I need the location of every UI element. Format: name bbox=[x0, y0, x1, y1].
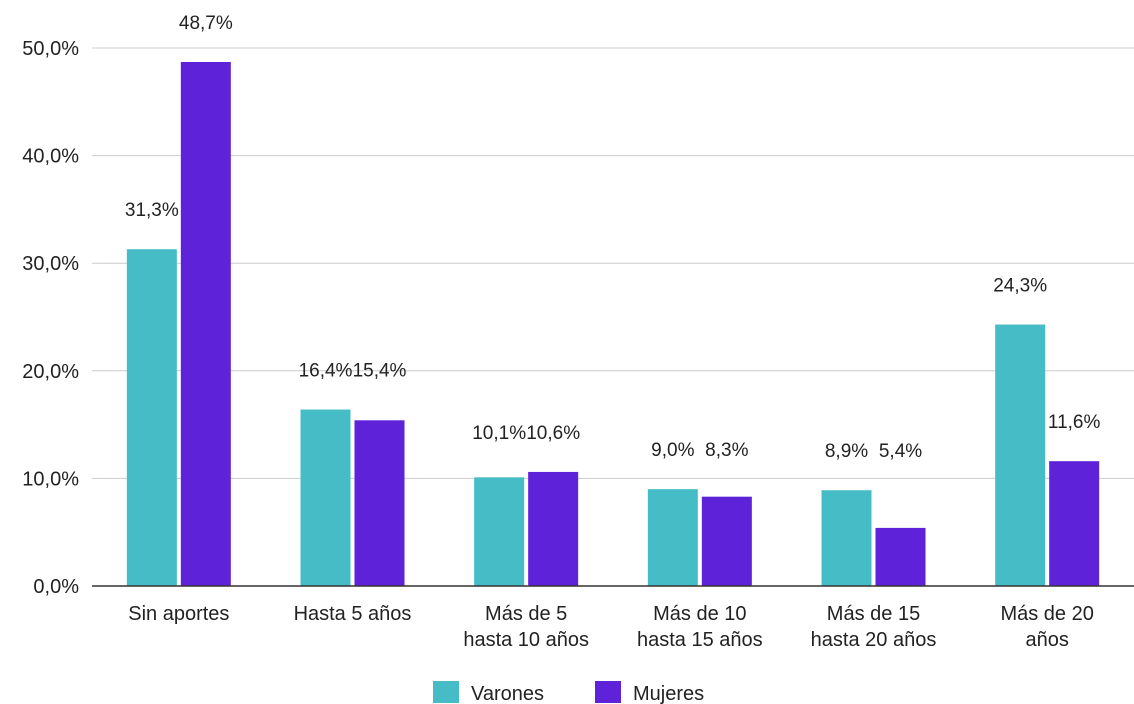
bar-varones bbox=[474, 477, 525, 586]
bar-mujeres bbox=[1049, 461, 1100, 586]
data-label-mujeres: 48,7% bbox=[179, 13, 233, 34]
data-label-varones: 16,4% bbox=[299, 361, 353, 382]
category-label: Sin aportes bbox=[128, 603, 229, 625]
bars bbox=[126, 61, 1100, 587]
category-label: Más de 10 bbox=[653, 603, 746, 625]
bar-varones bbox=[821, 490, 872, 586]
bar-mujeres bbox=[701, 496, 752, 586]
legend-swatch-varones bbox=[433, 681, 459, 703]
y-tick-label: 40,0% bbox=[22, 146, 79, 168]
bar-varones bbox=[995, 324, 1046, 586]
category-label: años bbox=[1025, 629, 1068, 651]
category-label: hasta 20 años bbox=[811, 629, 937, 651]
bar-mujeres bbox=[354, 420, 405, 586]
legend: Varones Mujeres bbox=[433, 681, 704, 704]
y-axis-ticks: 0,0% 10,0% 20,0% 30,0% 40,0% 50,0% bbox=[22, 38, 79, 598]
bar-mujeres bbox=[528, 471, 579, 586]
category-label: Más de 5 bbox=[485, 603, 567, 625]
data-label-varones: 9,0% bbox=[651, 440, 694, 461]
y-tick-label: 30,0% bbox=[22, 253, 79, 275]
data-label-varones: 8,9% bbox=[825, 441, 868, 462]
gridlines bbox=[92, 47, 1134, 479]
data-label-mujeres: 15,4% bbox=[353, 361, 407, 382]
category-label: Más de 20 bbox=[1000, 603, 1093, 625]
category-label: Más de 15 bbox=[827, 603, 920, 625]
legend-label-mujeres: Mujeres bbox=[633, 683, 704, 704]
data-label-varones: 10,1% bbox=[472, 423, 526, 444]
data-labels: 31,3% 48,7% 16,4% 15,4% 10,1% 10,6% 9,0% 8,3% 8,… bbox=[125, 13, 1101, 462]
data-label-mujeres: 11,6% bbox=[1048, 412, 1101, 433]
data-label-mujeres: 10,6% bbox=[526, 423, 580, 444]
y-tick-label: 50,0% bbox=[22, 38, 79, 60]
y-tick-label: 20,0% bbox=[22, 361, 79, 383]
data-label-mujeres: 5,4% bbox=[879, 441, 922, 462]
data-label-varones: 24,3% bbox=[993, 276, 1047, 297]
category-label: hasta 15 años bbox=[637, 629, 763, 651]
legend-label-varones: Varones bbox=[471, 683, 544, 704]
bar-varones bbox=[300, 409, 351, 586]
y-tick-label: 0,0% bbox=[33, 576, 79, 598]
bar-mujeres bbox=[875, 527, 926, 586]
category-label: Hasta 5 años bbox=[294, 603, 412, 625]
bar-mujeres bbox=[180, 61, 231, 587]
legend-swatch-mujeres bbox=[595, 681, 621, 703]
bar-varones bbox=[126, 249, 177, 586]
y-tick-label: 10,0% bbox=[22, 468, 79, 490]
category-labels: Sin aportes Hasta 5 años Más de 5 hasta 10 … bbox=[128, 603, 1094, 651]
category-label: hasta 10 años bbox=[463, 629, 589, 651]
data-label-mujeres: 8,3% bbox=[705, 440, 748, 461]
bar-varones bbox=[647, 489, 698, 586]
data-label-varones: 31,3% bbox=[125, 200, 179, 221]
